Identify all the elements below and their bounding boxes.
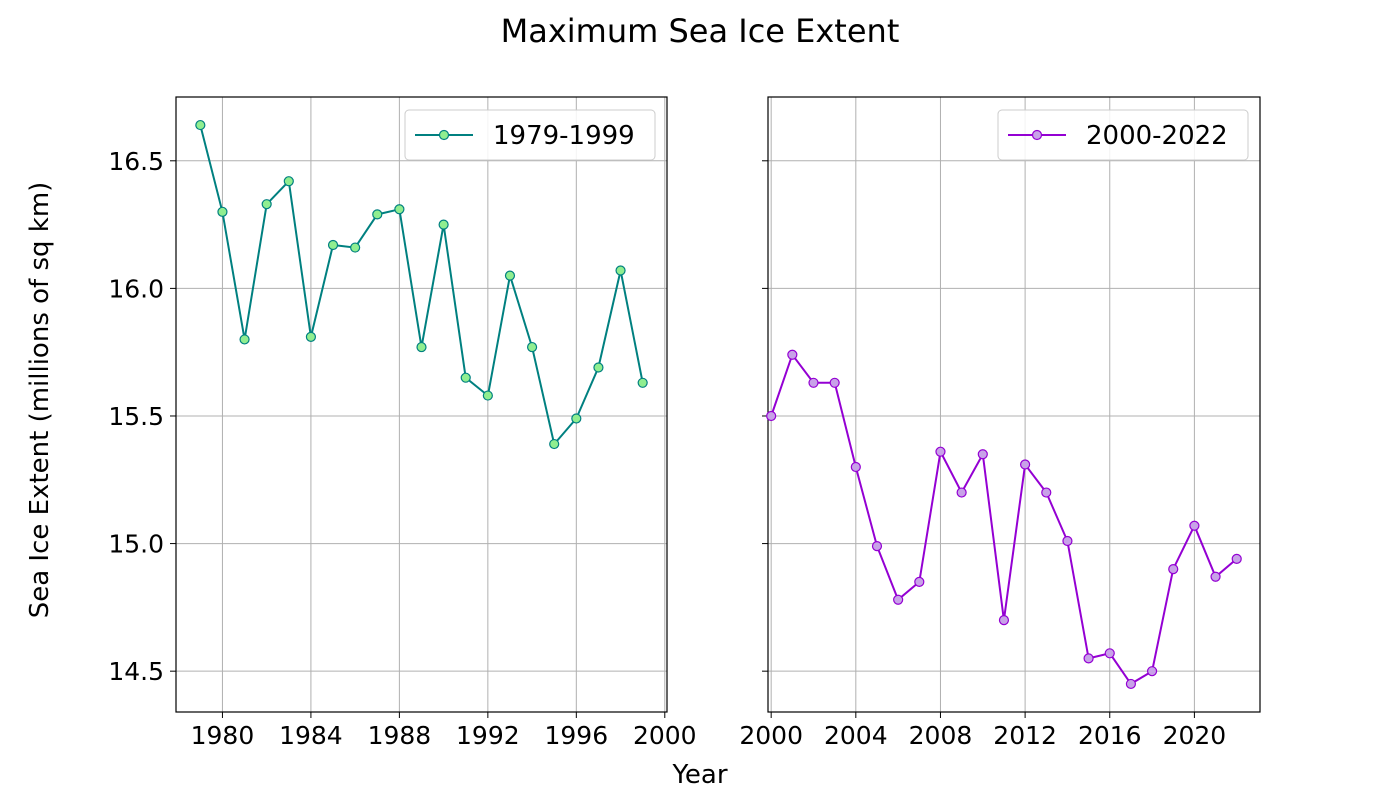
data-point bbox=[261, 199, 272, 210]
data-point bbox=[829, 377, 840, 388]
x-tick-label: 2016 bbox=[1078, 721, 1142, 750]
x-tick-label: 2000 bbox=[633, 721, 697, 750]
data-point bbox=[850, 461, 861, 473]
data-point bbox=[615, 265, 626, 276]
data-point bbox=[305, 331, 317, 342]
data-point bbox=[808, 377, 819, 388]
data-point bbox=[504, 270, 516, 281]
x-tick-label: 2012 bbox=[993, 721, 1057, 750]
axes-frame bbox=[175, 96, 668, 713]
legend-box bbox=[404, 109, 656, 161]
legend-marker-swatch bbox=[1031, 129, 1043, 141]
data-point bbox=[283, 176, 294, 187]
x-tick-label: 1980 bbox=[191, 721, 255, 750]
data-point bbox=[1231, 553, 1242, 564]
data-point bbox=[914, 576, 925, 587]
y-tick-label: 16.5 bbox=[108, 147, 164, 176]
data-point bbox=[394, 204, 405, 215]
legend-label: 1979-1999 bbox=[493, 121, 635, 151]
data-point bbox=[977, 449, 988, 460]
data-point bbox=[438, 219, 449, 230]
x-tick-label: 1984 bbox=[279, 721, 343, 750]
data-point bbox=[1146, 666, 1158, 677]
data-point bbox=[350, 242, 361, 253]
data-point bbox=[893, 594, 904, 605]
data-point bbox=[482, 390, 493, 401]
x-tick-label: 2020 bbox=[1163, 721, 1227, 750]
data-point bbox=[526, 341, 538, 353]
data-point bbox=[549, 438, 560, 450]
legend: 2000-2022 bbox=[997, 109, 1249, 161]
data-point bbox=[787, 349, 798, 360]
data-point bbox=[372, 209, 383, 220]
series-line bbox=[770, 352, 1238, 686]
x-tick-label: 1996 bbox=[545, 721, 609, 750]
legend-box bbox=[997, 109, 1249, 161]
data-point bbox=[593, 362, 604, 373]
data-point bbox=[766, 410, 777, 422]
data-point bbox=[1020, 459, 1031, 470]
x-tick-label: 2008 bbox=[909, 721, 973, 750]
data-point bbox=[637, 377, 648, 388]
y-tick-label: 16.0 bbox=[108, 274, 164, 303]
y-axis-label: Sea Ice Extent (millions of sq km) bbox=[25, 182, 55, 619]
x-tick-label: 1992 bbox=[456, 721, 520, 750]
axes-frame bbox=[767, 96, 1261, 713]
data-point bbox=[239, 334, 250, 345]
data-point bbox=[1210, 571, 1221, 582]
data-point bbox=[217, 206, 228, 217]
data-point bbox=[1168, 563, 1179, 575]
data-point bbox=[1189, 520, 1200, 531]
figure-title: Maximum Sea Ice Extent bbox=[501, 12, 900, 50]
right-panel-2000-2022: 2000 2004 2008 2012 2016 2020 2000-2022 bbox=[739, 96, 1261, 750]
data-point bbox=[935, 446, 946, 457]
x-axis-label: Year bbox=[671, 760, 727, 790]
data-point bbox=[956, 487, 967, 498]
data-point bbox=[1104, 648, 1115, 659]
data-point bbox=[998, 615, 1010, 626]
legend: 1979-1999 bbox=[404, 109, 656, 161]
data-point bbox=[1083, 653, 1094, 664]
left-panel-1979-1999: 1980 1984 1988 1992 1996 2000 14.5 15.0 15.5 16.0… bbox=[108, 96, 697, 750]
data-point bbox=[460, 372, 471, 383]
x-tick-label: 2004 bbox=[824, 721, 888, 750]
y-tick-label: 14.5 bbox=[108, 657, 164, 686]
legend-marker-swatch bbox=[438, 129, 450, 141]
data-point bbox=[327, 239, 339, 251]
y-tick-label: 15.0 bbox=[108, 530, 164, 559]
y-tick-label: 15.5 bbox=[108, 402, 164, 431]
data-point bbox=[871, 541, 883, 552]
data-point bbox=[416, 341, 427, 353]
x-tick-label: 1988 bbox=[368, 721, 432, 750]
data-point bbox=[1125, 678, 1137, 690]
legend-label: 2000-2022 bbox=[1086, 121, 1228, 151]
x-tick-label: 2000 bbox=[739, 721, 803, 750]
data-point bbox=[1041, 487, 1052, 498]
data-point bbox=[571, 413, 582, 424]
data-point bbox=[1062, 535, 1073, 547]
data-point bbox=[195, 119, 206, 131]
